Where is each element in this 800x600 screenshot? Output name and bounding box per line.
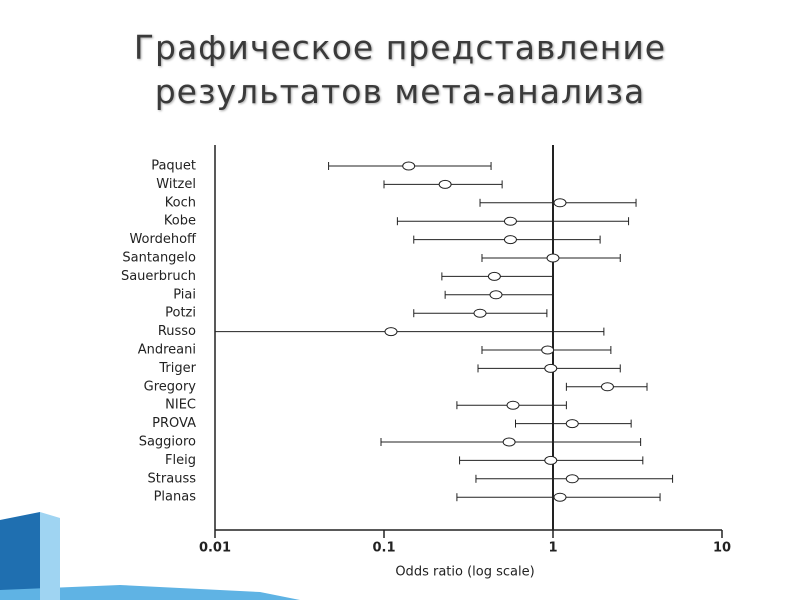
study-label: Strauss — [148, 471, 197, 486]
point-estimate — [600, 382, 614, 392]
study-label: Saggioro — [139, 435, 196, 450]
study-label: Fleig — [165, 453, 196, 468]
x-tick-label: 0.1 — [372, 541, 395, 556]
x-tick-label: 10 — [713, 541, 731, 556]
point-estimate — [541, 345, 555, 355]
point-estimate — [489, 290, 503, 300]
point-estimate — [473, 308, 487, 318]
point-estimate — [546, 253, 560, 263]
study-label: Koch — [165, 195, 196, 210]
study-label: Triger — [158, 361, 196, 376]
point-estimate — [506, 400, 520, 410]
point-estimate — [565, 474, 579, 484]
study-label: Russo — [158, 324, 196, 339]
point-estimate — [384, 327, 398, 337]
study-label: Wordehoff — [129, 232, 197, 247]
study-label: Witzel — [156, 177, 196, 192]
study-label: Piai — [173, 287, 196, 302]
study-label: Sauerbruch — [121, 269, 196, 284]
point-estimate — [402, 161, 416, 171]
point-estimate — [438, 179, 452, 189]
x-tick-label: 0.01 — [199, 541, 231, 556]
study-label: Potzi — [165, 306, 196, 321]
decor — [0, 585, 300, 600]
point-estimate — [503, 235, 517, 245]
point-estimate — [503, 216, 517, 226]
study-label: Gregory — [144, 379, 197, 394]
point-estimate — [544, 455, 558, 465]
point-estimate — [565, 419, 579, 429]
study-label: PROVA — [152, 416, 196, 431]
study-label: Santangelo — [122, 251, 196, 266]
point-estimate — [487, 271, 501, 281]
study-label: NIEC — [165, 398, 196, 413]
x-tick-label: 1 — [548, 541, 557, 556]
point-estimate — [502, 437, 516, 447]
decor — [40, 512, 60, 600]
study-label: Kobe — [164, 214, 196, 229]
point-estimate — [553, 198, 567, 208]
point-estimate — [553, 492, 567, 502]
slide-title: Графическое представление результатов ме… — [133, 28, 667, 111]
x-axis-label: Odds ratio (log scale) — [395, 565, 534, 580]
study-label: Planas — [154, 490, 197, 505]
study-label: Andreani — [138, 343, 196, 358]
point-estimate — [544, 363, 558, 373]
decor — [0, 512, 40, 600]
study-label: Paquet — [151, 159, 196, 174]
